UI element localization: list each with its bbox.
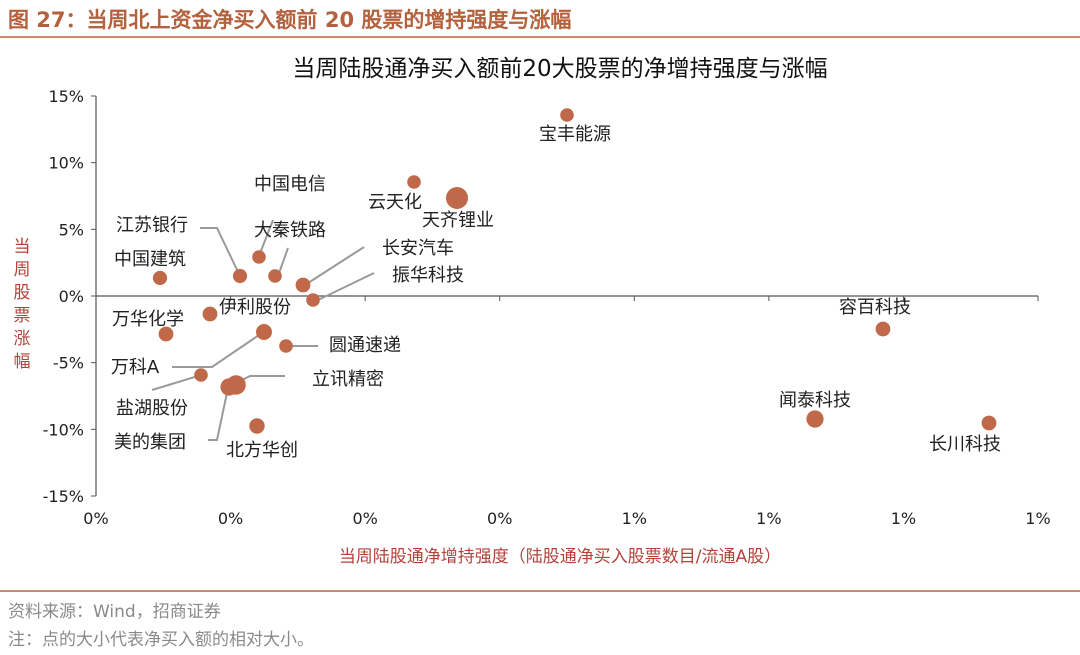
- data-label: 云天化: [368, 192, 422, 213]
- y-tick-label: 5%: [59, 220, 84, 239]
- source-note: 资料来源：Wind，招商证券: [8, 602, 221, 622]
- y-axis-label: 当周股票涨幅: [14, 237, 31, 372]
- leader-line: [151, 375, 199, 391]
- footnote: 注：点的大小代表净买入额的相对大小。: [8, 630, 314, 650]
- data-label: 大秦铁路: [254, 220, 326, 241]
- x-tick-label: 1%: [756, 509, 781, 528]
- x-tick-label: 0%: [83, 509, 108, 528]
- x-tick-label: 0%: [487, 509, 512, 528]
- x-tick-label: 1%: [622, 509, 647, 528]
- data-point: [806, 410, 824, 428]
- x-tick-label: 1%: [1025, 509, 1050, 528]
- title-divider: [0, 36, 1080, 38]
- y-tick-label: 0%: [59, 287, 84, 306]
- data-label: 长川科技: [929, 434, 1001, 455]
- data-label: 中国建筑: [114, 249, 186, 270]
- data-point: [875, 321, 891, 337]
- leader-line: [258, 219, 274, 257]
- data-label: 万华化学: [112, 309, 184, 330]
- data-label: 天齐锂业: [422, 210, 494, 231]
- x-tick-label: 1%: [891, 509, 916, 528]
- leader-line: [237, 375, 285, 383]
- data-point: [152, 270, 168, 286]
- chart-axes: -15% -10% -5% 0% 5% 10% 15% 0% 0% 0% 0% 1% 1% 1% 1%: [43, 87, 1051, 528]
- y-tick-label: 15%: [48, 87, 84, 106]
- data-label: 美的集团: [114, 432, 186, 453]
- figure-title: 图 27：当周北上资金净买入额前 20 股票的增持强度与涨幅: [8, 8, 572, 32]
- data-label: 宝丰能源: [539, 124, 611, 145]
- data-point: [306, 293, 320, 307]
- leader-line: [304, 246, 365, 286]
- data-label: 江苏银行: [116, 215, 188, 236]
- data-point: [295, 277, 311, 293]
- data-label: 中国电信: [254, 174, 326, 195]
- data-point: [158, 326, 174, 342]
- data-label: 立讯精密: [312, 369, 384, 390]
- data-label: 万科A: [111, 357, 160, 378]
- data-point: [232, 268, 248, 284]
- x-axis-label: 当周陆股通净增持强度（陆股通净买入股票数目/流通A股）: [339, 547, 781, 567]
- data-point: [256, 324, 272, 340]
- data-points: [152, 108, 997, 434]
- data-label: 伊利股份: [219, 297, 291, 318]
- leader-line: [208, 387, 229, 441]
- footer-divider: [0, 590, 1080, 592]
- data-label: 圆通速递: [329, 335, 401, 356]
- data-label: 闻泰科技: [779, 390, 851, 411]
- data-point: [446, 187, 468, 209]
- y-tick-label: 10%: [48, 154, 84, 173]
- data-point: [249, 418, 265, 434]
- data-point: [279, 339, 293, 353]
- data-point: [560, 108, 574, 122]
- leader-line: [172, 332, 263, 368]
- data-label: 长安汽车: [382, 238, 454, 259]
- data-point: [407, 175, 421, 189]
- x-tick-label: 0%: [218, 509, 243, 528]
- y-tick-label: -5%: [53, 354, 84, 373]
- leader-line: [317, 272, 375, 301]
- y-tick-label: -10%: [43, 420, 84, 439]
- data-point: [981, 415, 997, 431]
- data-label: 振华科技: [392, 265, 464, 286]
- x-tick-label: 0%: [352, 509, 377, 528]
- data-point: [252, 250, 266, 264]
- data-point: [220, 378, 238, 396]
- data-label: 容百科技: [839, 297, 911, 318]
- data-label: 北方华创: [226, 440, 298, 461]
- scatter-chart: 当周陆股通净买入额前20大股票的净增持强度与涨幅 -15% -10% -5% 0% 5%…: [14, 56, 1051, 567]
- chart-title: 当周陆股通净买入额前20大股票的净增持强度与涨幅: [292, 56, 827, 82]
- data-label: 盐湖股份: [116, 398, 188, 419]
- y-tick-label: -15%: [43, 487, 84, 506]
- data-point: [202, 306, 218, 322]
- data-point: [194, 368, 208, 382]
- leader-line: [200, 227, 241, 277]
- data-point: [268, 269, 282, 283]
